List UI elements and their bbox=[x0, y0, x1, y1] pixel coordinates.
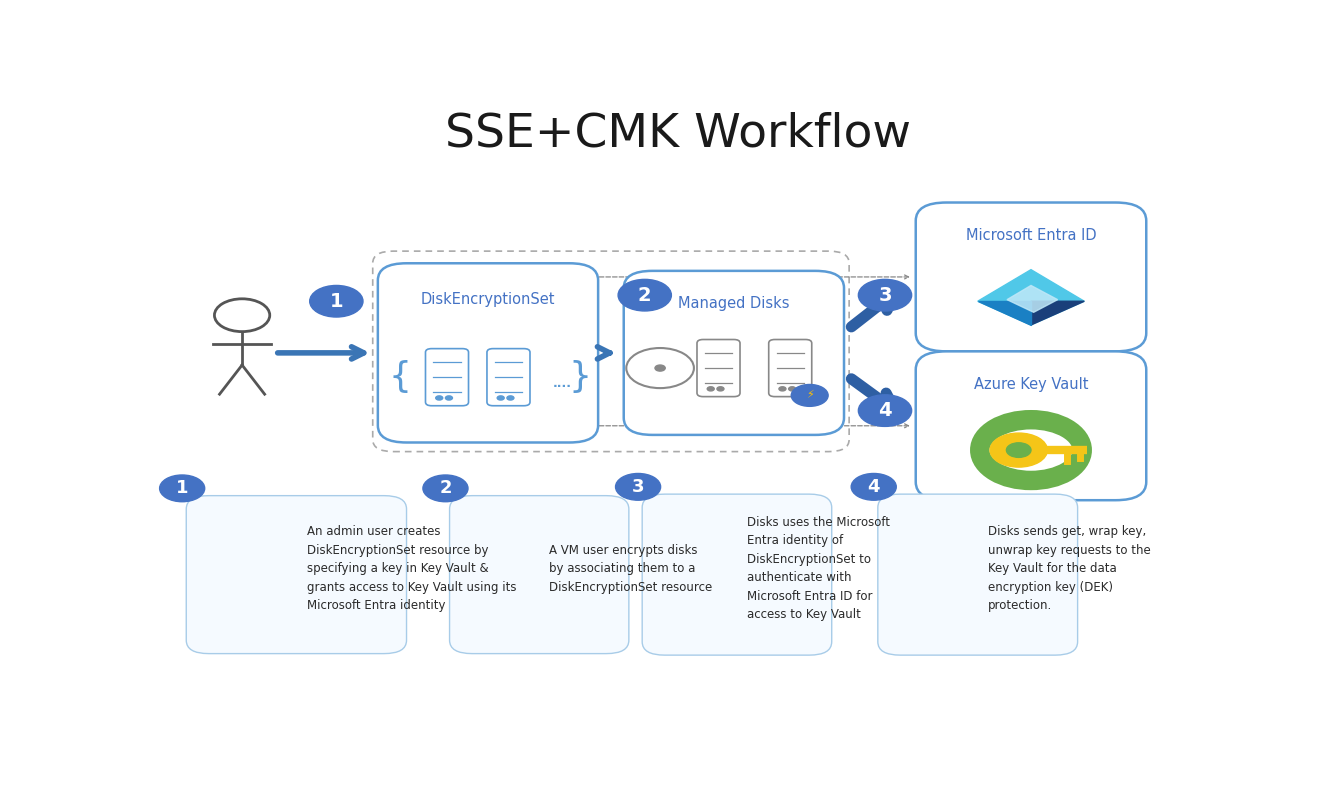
Text: 4: 4 bbox=[878, 401, 892, 420]
Text: Azure Key Vault: Azure Key Vault bbox=[974, 376, 1088, 391]
Circle shape bbox=[851, 473, 896, 500]
FancyBboxPatch shape bbox=[768, 339, 812, 397]
Text: 3: 3 bbox=[632, 478, 644, 495]
Circle shape bbox=[858, 279, 912, 311]
Text: Disks uses the Microsoft
Entra identity of
DiskEncryptionSet to
authenticate wit: Disks uses the Microsoft Entra identity … bbox=[747, 516, 890, 621]
Circle shape bbox=[616, 473, 661, 500]
Circle shape bbox=[717, 387, 724, 391]
FancyBboxPatch shape bbox=[624, 271, 843, 435]
Circle shape bbox=[497, 396, 504, 400]
Circle shape bbox=[792, 384, 828, 406]
Circle shape bbox=[160, 475, 205, 502]
FancyBboxPatch shape bbox=[697, 339, 740, 397]
Circle shape bbox=[654, 365, 665, 371]
Polygon shape bbox=[978, 301, 1031, 325]
Text: A VM user encrypts disks
by associating them to a
DiskEncryptionSet resource: A VM user encrypts disks by associating … bbox=[550, 544, 713, 593]
FancyBboxPatch shape bbox=[642, 494, 832, 655]
Text: {: { bbox=[389, 361, 412, 394]
FancyBboxPatch shape bbox=[186, 495, 407, 653]
Circle shape bbox=[789, 387, 796, 391]
Circle shape bbox=[858, 394, 912, 426]
Circle shape bbox=[446, 396, 452, 400]
Text: 2: 2 bbox=[639, 286, 652, 305]
Text: SSE+CMK Workflow: SSE+CMK Workflow bbox=[444, 112, 911, 157]
Circle shape bbox=[506, 396, 514, 400]
Circle shape bbox=[779, 387, 787, 391]
Text: 1: 1 bbox=[329, 292, 344, 311]
FancyBboxPatch shape bbox=[916, 351, 1146, 500]
Text: DiskEncryptionSet: DiskEncryptionSet bbox=[420, 292, 555, 307]
Circle shape bbox=[707, 387, 714, 391]
Circle shape bbox=[1006, 443, 1031, 458]
Text: An admin user creates
DiskEncryptionSet resource by
specifying a key in Key Vaul: An admin user creates DiskEncryptionSet … bbox=[307, 525, 516, 612]
Circle shape bbox=[619, 279, 672, 311]
Text: 2: 2 bbox=[439, 480, 452, 497]
FancyBboxPatch shape bbox=[449, 495, 629, 653]
Polygon shape bbox=[978, 270, 1084, 325]
Text: 3: 3 bbox=[878, 286, 892, 305]
Circle shape bbox=[646, 360, 673, 376]
FancyBboxPatch shape bbox=[878, 494, 1077, 655]
Polygon shape bbox=[1007, 286, 1058, 312]
Circle shape bbox=[309, 286, 364, 317]
Text: ⚡: ⚡ bbox=[806, 391, 813, 400]
Text: ....: .... bbox=[553, 377, 571, 390]
Circle shape bbox=[436, 396, 443, 400]
FancyBboxPatch shape bbox=[426, 349, 468, 406]
Text: Disks sends get, wrap key,
unwrap key requests to the
Key Vault for the data
enc: Disks sends get, wrap key, unwrap key re… bbox=[988, 525, 1150, 612]
Circle shape bbox=[423, 475, 468, 502]
Circle shape bbox=[990, 433, 1047, 467]
Text: }: } bbox=[568, 361, 591, 394]
Text: 1: 1 bbox=[176, 480, 189, 497]
Text: 4: 4 bbox=[867, 478, 880, 495]
FancyBboxPatch shape bbox=[916, 203, 1146, 351]
Text: Microsoft Entra ID: Microsoft Entra ID bbox=[965, 228, 1096, 243]
FancyBboxPatch shape bbox=[378, 264, 598, 443]
Polygon shape bbox=[1031, 301, 1084, 325]
FancyBboxPatch shape bbox=[486, 349, 530, 406]
Text: Managed Disks: Managed Disks bbox=[678, 296, 789, 311]
